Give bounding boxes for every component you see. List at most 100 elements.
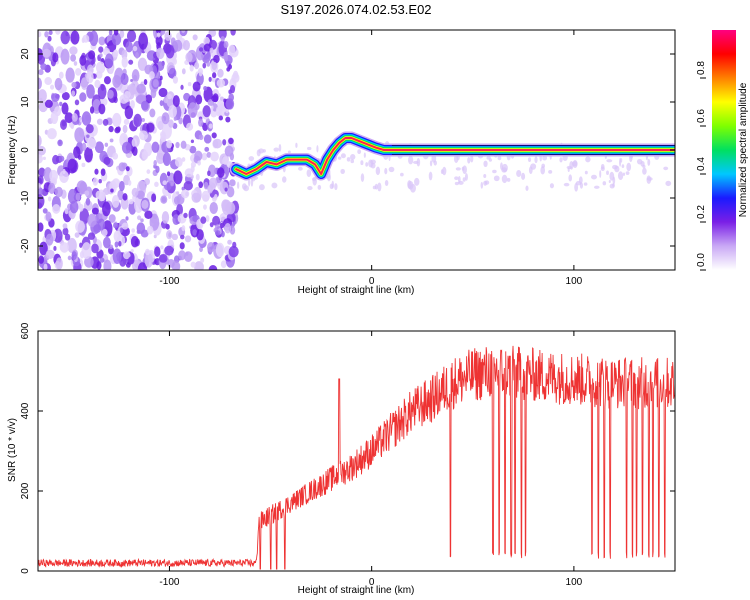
- faint-blob: [497, 155, 502, 161]
- noise-blob: [98, 36, 106, 46]
- noise-blob: [128, 59, 134, 65]
- noise-blob: [228, 137, 234, 145]
- noise-blob: [198, 181, 204, 189]
- noise-blob: [156, 32, 161, 38]
- faint-blob: [599, 170, 602, 178]
- noise-blob: [133, 74, 138, 81]
- spectrogram-xtick-label: 100: [566, 276, 583, 287]
- faint-blob: [374, 183, 378, 190]
- noise-blob: [67, 237, 77, 254]
- snr-xtick-label: 0: [369, 577, 375, 588]
- noise-blob: [132, 45, 138, 52]
- faint-blob: [317, 184, 322, 190]
- noise-blob: [166, 140, 173, 149]
- faint-blob: [461, 166, 465, 171]
- snr-series: [38, 345, 675, 570]
- noise-blob: [65, 67, 75, 83]
- noise-blob: [45, 249, 55, 259]
- colorbar: 0.0 0.2 0.4 0.6 0.8 Normalized spectral ampl…: [696, 30, 749, 271]
- noise-blob: [155, 35, 163, 47]
- noise-blob: [115, 126, 121, 133]
- faint-blob: [400, 172, 404, 177]
- noise-blob: [94, 79, 101, 89]
- noise-blob: [127, 179, 132, 186]
- noise-blob: [195, 94, 203, 105]
- faint-blob: [360, 160, 364, 166]
- noise-blob: [131, 187, 139, 197]
- noise-blob: [149, 108, 156, 118]
- faint-blob: [416, 158, 421, 167]
- noise-blob: [224, 187, 228, 192]
- faint-blob: [454, 181, 460, 186]
- noise-blob: [128, 256, 135, 265]
- noise-blob: [192, 34, 198, 41]
- noise-blob: [73, 146, 81, 159]
- noise-blob: [91, 207, 99, 215]
- noise-blob: [38, 175, 44, 185]
- faint-blob: [642, 167, 647, 175]
- noise-blob: [118, 162, 126, 172]
- noise-blob: [184, 235, 192, 243]
- noise-blob: [210, 151, 219, 162]
- noise-blob: [145, 248, 150, 256]
- noise-blob: [103, 156, 111, 166]
- noise-blob: [86, 71, 94, 84]
- noise-blob: [161, 211, 170, 224]
- noise-blob: [212, 138, 223, 149]
- noise-blob: [148, 71, 155, 80]
- noise-blob: [62, 223, 68, 229]
- noise-blob: [160, 245, 164, 250]
- faint-blob: [287, 150, 291, 154]
- snr-frame: [37, 330, 676, 572]
- noise-blob: [219, 96, 224, 101]
- noise-blob: [60, 48, 70, 65]
- faint-blob: [606, 159, 613, 163]
- noise-blob: [67, 158, 77, 174]
- noise-blob: [171, 233, 179, 241]
- faint-blob: [365, 162, 369, 167]
- noise-blob: [75, 220, 85, 233]
- faint-blob: [591, 174, 597, 180]
- noise-blob: [152, 79, 159, 88]
- noise-blob: [88, 50, 96, 60]
- noise-blob: [121, 222, 129, 230]
- faint-blob: [278, 144, 282, 152]
- noise-blob: [176, 191, 180, 195]
- faint-blob: [363, 152, 366, 158]
- noise-blob: [47, 196, 52, 202]
- noise-blob: [159, 75, 163, 81]
- snr-xlabel: Height of straight line (km): [298, 585, 415, 596]
- faint-blob: [516, 170, 522, 178]
- faint-blob: [483, 174, 487, 178]
- noise-blob: [224, 145, 234, 157]
- faint-blob: [464, 173, 468, 181]
- noise-blob: [198, 118, 204, 127]
- colorbar-tick-label: 0.2: [696, 205, 707, 219]
- noise-blob: [110, 188, 114, 193]
- noise-blob: [160, 132, 167, 143]
- noise-blob: [119, 94, 129, 104]
- faint-blob: [612, 164, 618, 170]
- noise-blob: [203, 36, 211, 46]
- faint-blob: [609, 171, 615, 181]
- faint-blob: [346, 157, 351, 162]
- noise-blob: [38, 255, 44, 264]
- noise-blob: [130, 236, 139, 248]
- noise-blob: [160, 195, 168, 204]
- noise-blob: [75, 192, 81, 201]
- faint-blob: [307, 146, 312, 151]
- noise-blob: [137, 215, 142, 221]
- noise-blob: [73, 61, 78, 66]
- faint-blob: [306, 169, 312, 177]
- noise-blob: [166, 230, 173, 240]
- noise-blob: [112, 112, 122, 128]
- noise-blob: [194, 150, 203, 162]
- noise-blob: [98, 179, 102, 184]
- faint-blob: [600, 164, 605, 170]
- noise-blob: [71, 113, 78, 122]
- noise-blob: [190, 261, 196, 268]
- faint-blob: [488, 158, 493, 162]
- noise-blob: [120, 73, 129, 85]
- noise-blob: [38, 154, 43, 164]
- noise-blob: [107, 89, 114, 99]
